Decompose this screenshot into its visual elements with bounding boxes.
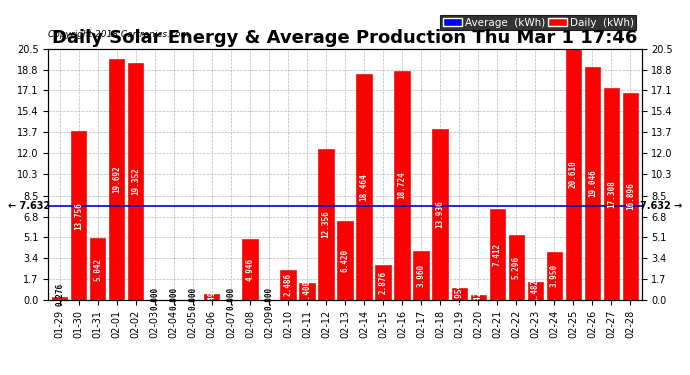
Bar: [413, 252, 428, 300]
Text: 2.876: 2.876: [379, 271, 388, 294]
Bar: [299, 283, 315, 300]
Text: 19.046: 19.046: [588, 170, 597, 197]
Text: 0.000: 0.000: [226, 286, 235, 310]
Text: 7.412: 7.412: [493, 243, 502, 266]
Bar: [451, 288, 466, 300]
Bar: [204, 294, 219, 300]
Bar: [509, 235, 524, 300]
Text: 3.960: 3.960: [417, 264, 426, 287]
Bar: [471, 295, 486, 300]
Text: 6.420: 6.420: [340, 249, 350, 272]
Bar: [280, 270, 295, 300]
Text: 16.896: 16.896: [626, 183, 635, 210]
Text: 3.950: 3.950: [550, 264, 559, 287]
Bar: [52, 297, 68, 300]
Text: 0.276: 0.276: [55, 283, 64, 306]
Bar: [528, 282, 543, 300]
Text: 0.000: 0.000: [188, 286, 197, 310]
Bar: [604, 88, 619, 300]
Bar: [395, 70, 410, 300]
Text: 0.494: 0.494: [208, 285, 217, 309]
Text: Copyright 2018 Cartronics.com: Copyright 2018 Cartronics.com: [48, 30, 190, 39]
Bar: [109, 58, 124, 300]
Bar: [433, 129, 448, 300]
Bar: [128, 63, 144, 300]
Text: 0.954: 0.954: [455, 283, 464, 306]
Text: 4.946: 4.946: [246, 258, 255, 281]
Text: 12.356: 12.356: [322, 210, 331, 238]
Bar: [489, 209, 505, 300]
Text: 0.000: 0.000: [169, 286, 178, 310]
Text: 5.042: 5.042: [93, 258, 102, 280]
Bar: [566, 47, 581, 300]
Text: 20.610: 20.610: [569, 160, 578, 188]
Text: 1.400: 1.400: [302, 280, 311, 303]
Text: 13.756: 13.756: [75, 202, 83, 229]
Bar: [357, 74, 372, 300]
Text: 1.482: 1.482: [531, 279, 540, 303]
Bar: [71, 131, 86, 300]
Bar: [622, 93, 638, 300]
Text: 17.308: 17.308: [607, 180, 615, 208]
Text: 0.426: 0.426: [473, 286, 482, 309]
Text: 18.464: 18.464: [359, 173, 368, 201]
Title: Daily Solar Energy & Average Production Thu Mar 1 17:46: Daily Solar Energy & Average Production …: [52, 29, 638, 47]
Text: 19.352: 19.352: [131, 168, 140, 195]
Text: 2.486: 2.486: [284, 273, 293, 296]
Bar: [318, 148, 333, 300]
Bar: [584, 67, 600, 300]
Text: 7.632 →: 7.632 →: [640, 201, 682, 211]
Bar: [546, 252, 562, 300]
Bar: [337, 221, 353, 300]
Bar: [375, 265, 391, 300]
Text: ← 7.632: ← 7.632: [8, 201, 50, 211]
Text: 0.000: 0.000: [264, 286, 273, 310]
Text: 13.936: 13.936: [435, 201, 444, 228]
Legend: Average  (kWh), Daily  (kWh): Average (kWh), Daily (kWh): [440, 15, 636, 30]
Bar: [90, 238, 106, 300]
Text: 0.000: 0.000: [150, 286, 159, 310]
Text: 19.692: 19.692: [112, 165, 121, 193]
Text: 18.724: 18.724: [397, 171, 406, 199]
Text: 5.296: 5.296: [512, 256, 521, 279]
Bar: [242, 239, 257, 300]
